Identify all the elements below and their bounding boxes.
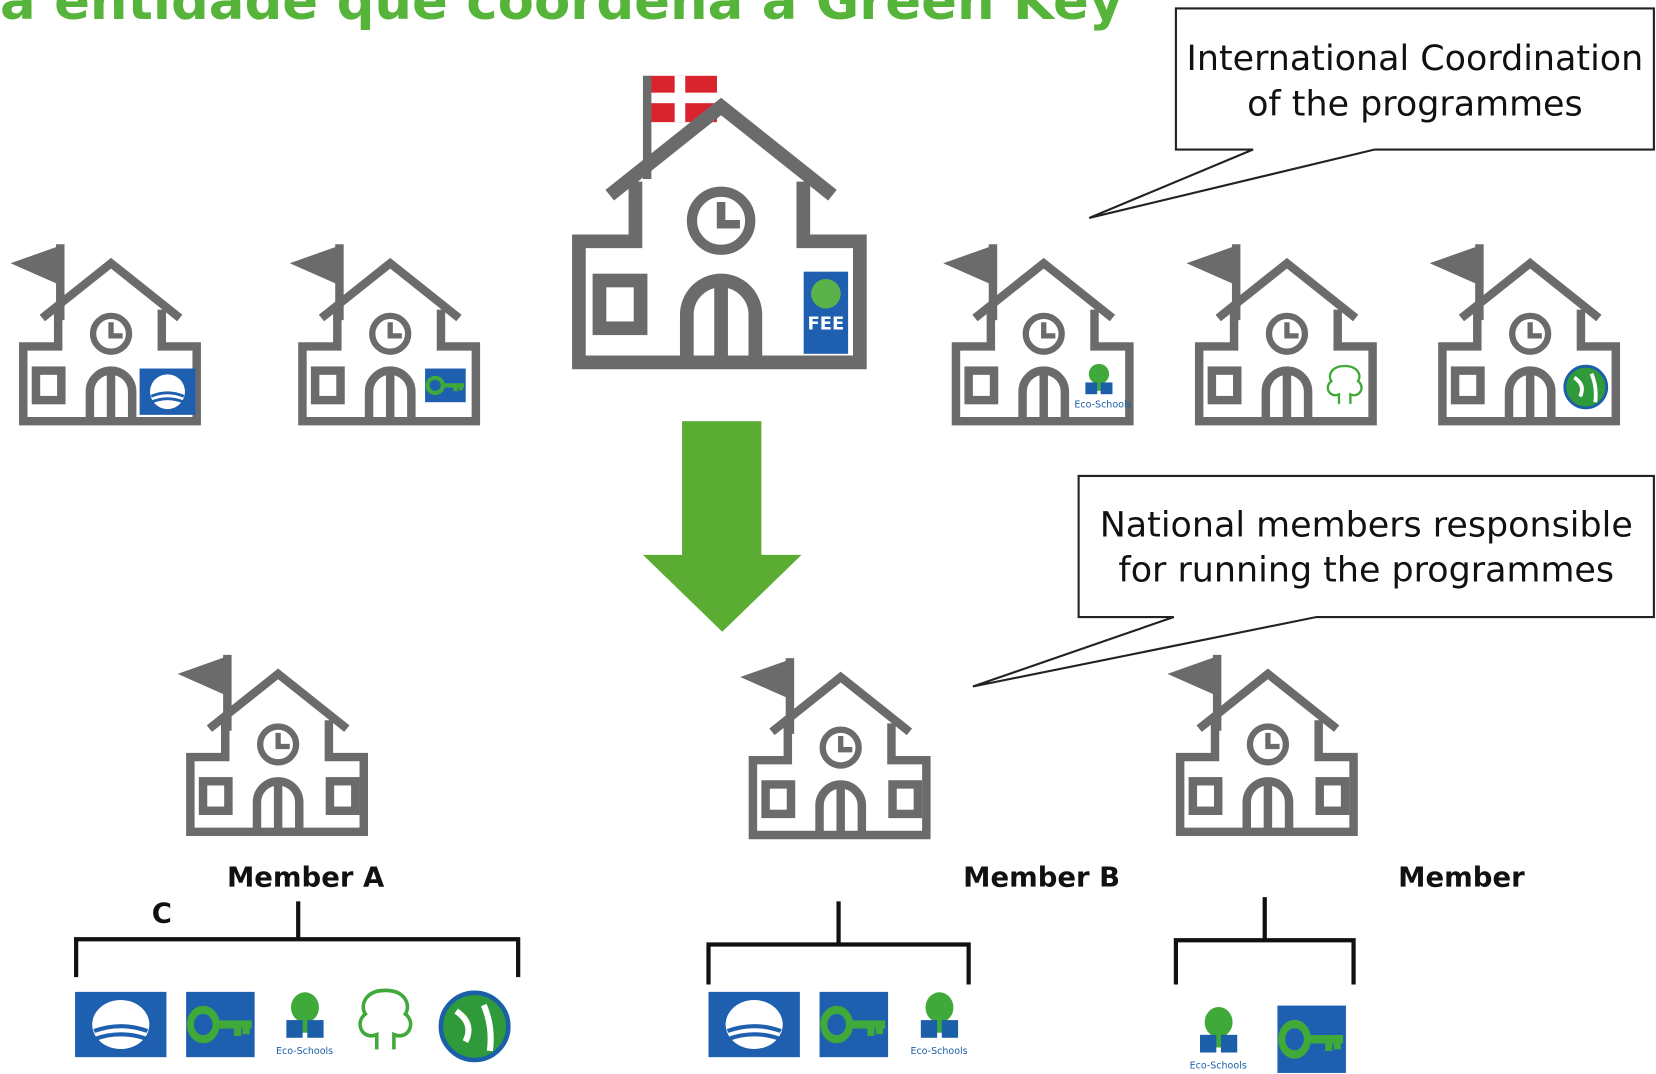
fee-house: FEE (579, 75, 860, 363)
member-house (1167, 655, 1353, 832)
house-blue-flag (11, 244, 197, 421)
callout-line: National members responsible (1100, 506, 1633, 546)
title: a entidade que coordena a Green Key (0, 0, 1123, 32)
house-green-key (290, 244, 476, 421)
eco-label: Eco-Schools (1074, 400, 1131, 411)
callout-international: International Coordination of the progra… (1088, 7, 1655, 219)
house-leaf (1430, 244, 1616, 421)
down-arrow (642, 421, 802, 632)
eco-label: Eco-Schools (276, 1046, 333, 1057)
logos-c: Eco-Schools (1190, 1006, 1346, 1073)
member-label: Member (1398, 863, 1525, 894)
member-label: Member B (963, 863, 1120, 894)
logos-b: Eco-Schools (709, 992, 968, 1057)
logos-a: Eco-Schools (75, 990, 508, 1060)
callout-national: National members responsible for running… (972, 474, 1655, 688)
callout-line: of the programmes (1247, 84, 1583, 124)
bracket (74, 901, 521, 978)
member-label: Member A (227, 863, 385, 894)
eco-label: Eco-Schools (1190, 1061, 1247, 1072)
annotation: C (152, 898, 172, 929)
bracket (706, 901, 971, 985)
callout-line: for running the programmes (1118, 551, 1614, 591)
callout-line: International Coordination (1187, 39, 1644, 79)
member-house (178, 655, 364, 832)
member-house (740, 658, 926, 835)
house-learn (1186, 244, 1372, 421)
house-eco-schools: Eco-Schools (943, 244, 1131, 421)
fee-text: FEE (807, 314, 844, 335)
bracket (1173, 897, 1356, 985)
eco-label: Eco-Schools (910, 1046, 967, 1057)
